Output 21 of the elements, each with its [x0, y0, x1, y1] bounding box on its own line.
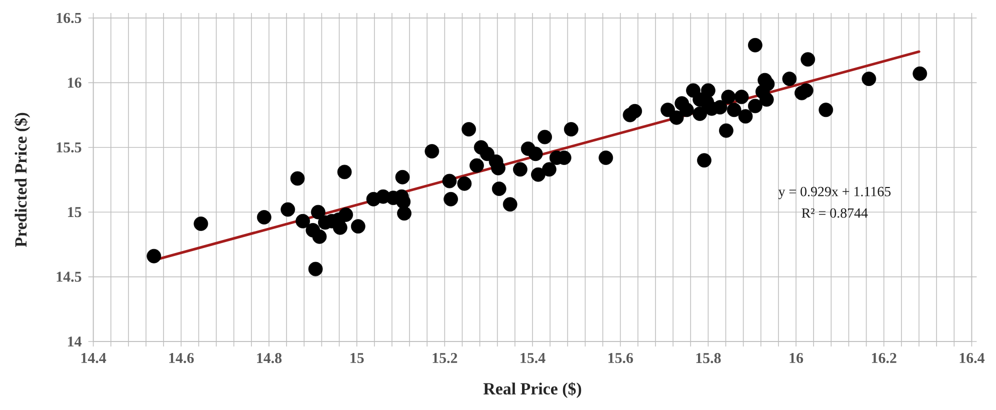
y-tick-label: 15: [68, 207, 82, 218]
annotation: y = 0.929x + 1.1165: [778, 186, 891, 200]
x-tick-label: 14.8: [257, 353, 282, 364]
x-tick-label: 14.4: [81, 353, 106, 364]
x-tick-label: 15.4: [520, 353, 546, 364]
y-tick-label: 16.5: [56, 12, 82, 24]
x-tick-label: 15.2: [432, 353, 458, 364]
x-tick-label: 16.2: [872, 353, 896, 364]
y-tick-label: 16: [68, 78, 82, 88]
annotation: R² = 0.8744: [802, 208, 868, 218]
x-tick-label: 16.4: [960, 353, 984, 364]
x-tick-label: 15.6: [608, 353, 633, 364]
x-tick-label: 14.6: [169, 353, 194, 364]
x-axis-title: Real Price ($): [483, 382, 582, 398]
y-tick-label: 15.5: [56, 142, 82, 152]
y-axis-title: Predicted Price ($): [14, 112, 30, 248]
x-tick-label: 15: [350, 353, 364, 364]
y-tick-label: 14: [68, 336, 82, 346]
x-tick-label: 15.8: [696, 353, 721, 364]
y-tick-label: 14.5: [56, 272, 82, 282]
x-tick-label: 16: [790, 353, 804, 364]
